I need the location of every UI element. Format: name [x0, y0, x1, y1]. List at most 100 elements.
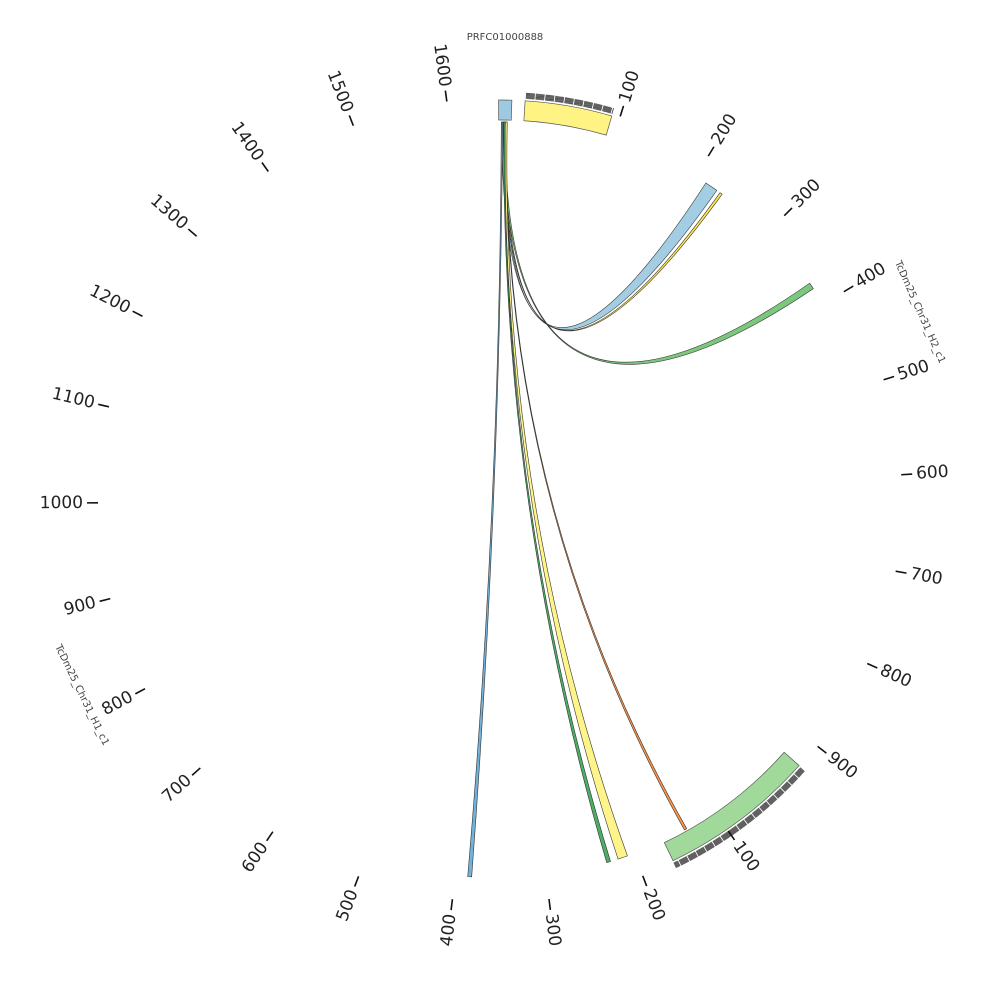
segment-arc — [523, 100, 613, 136]
tick-label: 600 — [238, 838, 273, 876]
minor-tick — [710, 842, 714, 848]
minor-tick — [608, 107, 612, 114]
minor-tick — [755, 809, 761, 815]
minor-tick — [568, 97, 571, 104]
minor-tick — [676, 860, 680, 867]
minor-tick — [720, 835, 725, 842]
minor-tick — [772, 794, 778, 800]
minor-tick — [681, 858, 685, 865]
minor-tick — [568, 98, 571, 105]
minor-tick — [699, 848, 704, 855]
minor-tick — [714, 839, 719, 846]
minor-tick — [721, 834, 726, 841]
minor-tick — [581, 100, 584, 107]
tick-label: 1200 — [86, 281, 134, 319]
minor-tick — [569, 98, 572, 105]
minor-tick — [730, 828, 735, 835]
minor-tick — [761, 804, 767, 810]
major-tick — [727, 830, 736, 841]
minor-tick — [742, 820, 747, 826]
major-tick — [132, 310, 143, 317]
major-tick — [883, 375, 895, 381]
tick-label: 100 — [615, 68, 644, 105]
minor-tick — [692, 852, 697, 859]
minor-tick — [764, 802, 770, 808]
minor-tick — [561, 96, 564, 103]
minor-tick — [702, 846, 707, 853]
tick-label: 1000 — [40, 493, 83, 513]
minor-tick — [715, 838, 720, 845]
tick-label: 400 — [852, 259, 890, 293]
minor-tick — [705, 845, 709, 851]
link — [505, 121, 688, 831]
minor-tick — [590, 102, 594, 109]
minor-tick — [728, 830, 733, 836]
minor-tick — [714, 839, 719, 845]
minor-tick — [540, 94, 542, 101]
minor-tick — [542, 94, 544, 101]
minor-tick — [570, 98, 573, 105]
minor-tick — [583, 100, 586, 107]
minor-tick — [796, 770, 802, 776]
minor-tick — [680, 858, 684, 865]
minor-tick — [688, 854, 692, 861]
minor-tick — [799, 767, 805, 772]
minor-tick — [790, 777, 796, 783]
major-tick — [843, 285, 854, 293]
minor-tick — [725, 832, 730, 838]
minor-tick — [600, 104, 603, 111]
tick-label: 200 — [707, 110, 741, 148]
minor-tick — [756, 808, 762, 815]
minor-tick — [776, 790, 782, 796]
minor-tick — [604, 106, 608, 113]
minor-tick — [566, 97, 569, 104]
minor-tick — [724, 832, 729, 839]
minor-tick — [750, 813, 755, 820]
minor-tick — [580, 100, 583, 107]
minor-tick — [729, 829, 734, 836]
tick-label: 900 — [62, 593, 98, 620]
major-tick — [191, 767, 201, 776]
major-tick — [783, 207, 793, 217]
minor-tick — [585, 101, 588, 108]
major-tick — [866, 662, 878, 669]
minor-tick — [771, 796, 776, 802]
major-tick — [261, 162, 269, 172]
major-tick — [99, 597, 111, 603]
major-tick — [895, 570, 907, 574]
minor-tick — [769, 797, 775, 803]
minor-tick — [704, 845, 709, 852]
minor-tick — [567, 97, 570, 104]
major-tick — [134, 688, 146, 695]
minor-tick — [798, 767, 805, 773]
tick-label: 800 — [98, 687, 136, 720]
major-tick — [98, 403, 110, 408]
minor-tick — [774, 792, 780, 798]
minor-tick — [684, 856, 689, 863]
minor-tick — [539, 93, 541, 101]
minor-tick — [793, 774, 799, 780]
segment-label: TcDm25_Chr31_H1_c1 — [52, 642, 111, 747]
minor-tick — [789, 778, 795, 784]
minor-tick — [588, 102, 592, 109]
tick-label: 900 — [823, 748, 861, 784]
minor-tick — [579, 100, 582, 107]
minor-tick — [535, 93, 537, 100]
minor-tick — [533, 93, 535, 100]
minor-tick — [545, 94, 548, 101]
minor-tick — [576, 99, 579, 106]
minor-tick — [558, 96, 561, 103]
minor-tick — [713, 840, 718, 846]
minor-tick — [762, 803, 768, 810]
minor-tick — [589, 102, 593, 109]
minor-tick — [733, 826, 738, 833]
minor-tick — [722, 834, 727, 840]
minor-tick — [737, 823, 742, 830]
minor-tick — [712, 840, 717, 847]
minor-tick — [559, 96, 562, 103]
minor-tick — [785, 782, 790, 788]
minor-tick — [757, 807, 763, 813]
minor-tick — [727, 831, 732, 837]
minor-tick — [760, 805, 766, 811]
